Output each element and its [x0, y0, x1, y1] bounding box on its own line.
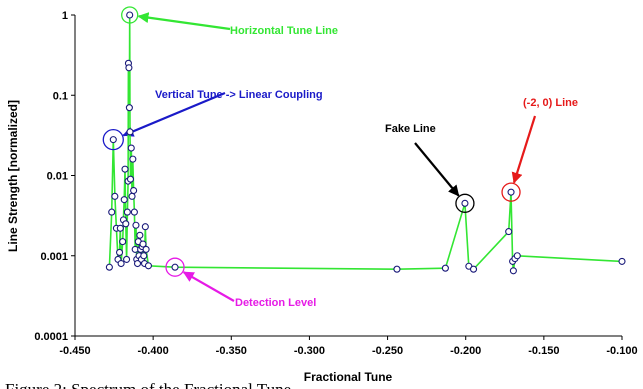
data-point [441, 264, 449, 272]
x-tick-label: -0.100 [606, 345, 637, 357]
annotation-fake-line-label: Fake Line [385, 123, 436, 135]
x-ticks: -0.450 -0.400 -0.350 -0.300 -0.250 -0.200 -0.1… [59, 336, 638, 357]
annotation-ring-minus2-0 [501, 182, 521, 202]
y-tick-label: 0.0001 [34, 331, 68, 343]
data-point [129, 155, 137, 163]
y-ticks: 0.0001 0.001 0.01 0.1 1 [34, 10, 75, 343]
data-point [141, 223, 149, 231]
series-points [105, 11, 626, 275]
data-point [109, 136, 117, 144]
data-point [111, 192, 119, 200]
annotation-ring-fake-line [455, 193, 475, 213]
data-point [123, 255, 131, 263]
data-point [122, 220, 130, 228]
data-point [505, 228, 513, 236]
annotation-ring-detection-level [165, 257, 185, 277]
annotation-detection-level-label: Detection Level [235, 297, 316, 309]
axes [74, 15, 622, 337]
x-tick-label: -0.450 [59, 345, 90, 357]
data-point [128, 192, 136, 200]
data-point [132, 221, 140, 229]
data-point [142, 245, 150, 253]
data-point [171, 263, 179, 271]
y-tick-label: 1 [62, 10, 68, 22]
data-point [117, 259, 125, 268]
data-point [126, 128, 134, 136]
y-tick-label: 0.001 [40, 251, 68, 263]
data-point [507, 188, 515, 196]
annotation-rings [102, 6, 521, 277]
data-point [126, 11, 134, 19]
annotation-arrow-detection-level [182, 271, 235, 302]
x-tick-label: -0.250 [372, 345, 403, 357]
x-tick-label: -0.350 [216, 345, 247, 357]
annotation-ring-vertical-tune [102, 128, 124, 151]
x-tick-label: -0.200 [450, 345, 481, 357]
annotation-minus2-0-label: (-2, 0) Line [523, 97, 578, 109]
data-point [513, 252, 521, 260]
data-point [127, 144, 135, 152]
data-point [130, 186, 138, 195]
x-axis-title: Fractional Tune [304, 370, 393, 384]
y-tick-label: 0.01 [47, 171, 68, 183]
data-point [115, 248, 124, 256]
data-point [144, 262, 153, 270]
x-tick-label: -0.300 [294, 345, 325, 357]
figure-caption: Figure 2: Spectrum of the Fractional Tun… [5, 380, 291, 389]
x-tick-label: -0.150 [528, 345, 559, 357]
data-point [618, 257, 626, 265]
data-point [130, 208, 138, 216]
annotation-arrow-horizontal-tune [137, 12, 231, 31]
data-point [125, 64, 133, 72]
data-point [105, 263, 113, 271]
data-point [461, 199, 469, 207]
data-point [121, 165, 129, 173]
data-point [125, 104, 133, 112]
annotation-ring-horizontal-tune [121, 6, 139, 24]
annotation-horizontal-tune-label: Horizontal Tune Line [230, 25, 338, 37]
annotation-arrow-minus2-0 [511, 115, 537, 184]
x-tick-label: -0.400 [138, 345, 169, 357]
series-line [108, 14, 623, 272]
annotation-arrow-vertical-tune [122, 91, 226, 137]
data-point [136, 231, 144, 239]
data-point [393, 265, 401, 273]
annotation-arrow-fake-line [414, 142, 460, 197]
data-point [469, 265, 478, 273]
data-point [108, 208, 116, 216]
y-axis-title: Line Strength [normalized] [6, 100, 20, 252]
data-point [123, 208, 131, 216]
data-point [139, 240, 147, 248]
data-point [120, 196, 128, 204]
data-point [126, 175, 135, 183]
data-point [119, 238, 127, 246]
data-point [509, 267, 517, 275]
data-point [116, 224, 124, 232]
annotation-arrows [122, 12, 537, 302]
data-point [140, 252, 148, 260]
y-tick-label: 0.1 [53, 90, 68, 102]
annotation-vertical-tune-label: Vertical Tune -> Linear Coupling [155, 89, 323, 101]
